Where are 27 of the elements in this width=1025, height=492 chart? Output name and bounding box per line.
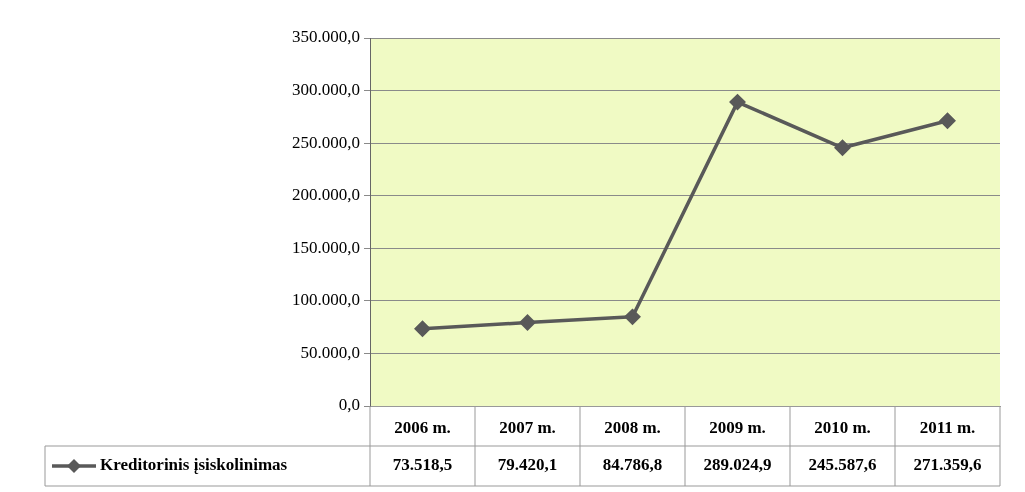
y-tick-label: 50.000,0: [300, 342, 360, 362]
data-label: 73.518,5: [392, 455, 453, 475]
point: [834, 140, 851, 156]
point: [519, 314, 536, 331]
x-tick-label: 2008 m.: [604, 417, 661, 437]
x-tick-label: 2006 m.: [394, 417, 451, 437]
data-label: 289.024,9: [703, 455, 772, 475]
point: [939, 112, 956, 129]
x-tick-label: 2007 m.: [499, 417, 556, 437]
y-tick-label: 200.000,0: [292, 185, 360, 205]
data-label: 245.587,6: [808, 455, 877, 475]
x-tick-label: 2011 m.: [919, 417, 976, 437]
y-tick-label: 300.000,0: [292, 80, 360, 100]
point: [624, 309, 641, 325]
y-tick-label: 0,0: [338, 395, 360, 415]
point: [414, 320, 431, 337]
y-tick-label: 100.000,0: [292, 290, 360, 310]
x-tick-label: 2009 m.: [709, 417, 766, 437]
y-tick-label: 250.000,0: [292, 132, 360, 152]
y-tick-label: 150.000,0: [292, 237, 360, 257]
x-tick-label: 2010 m.: [814, 417, 871, 437]
y-tick-label: 350.000,0: [292, 27, 360, 47]
legend-label: Kreditorinis įsiskolinimas: [100, 455, 288, 475]
data-label: 271.359,6: [913, 455, 982, 475]
point: [729, 94, 746, 110]
data-label: 79.420,1: [497, 455, 558, 475]
data-label: 84.786,8: [602, 455, 663, 475]
